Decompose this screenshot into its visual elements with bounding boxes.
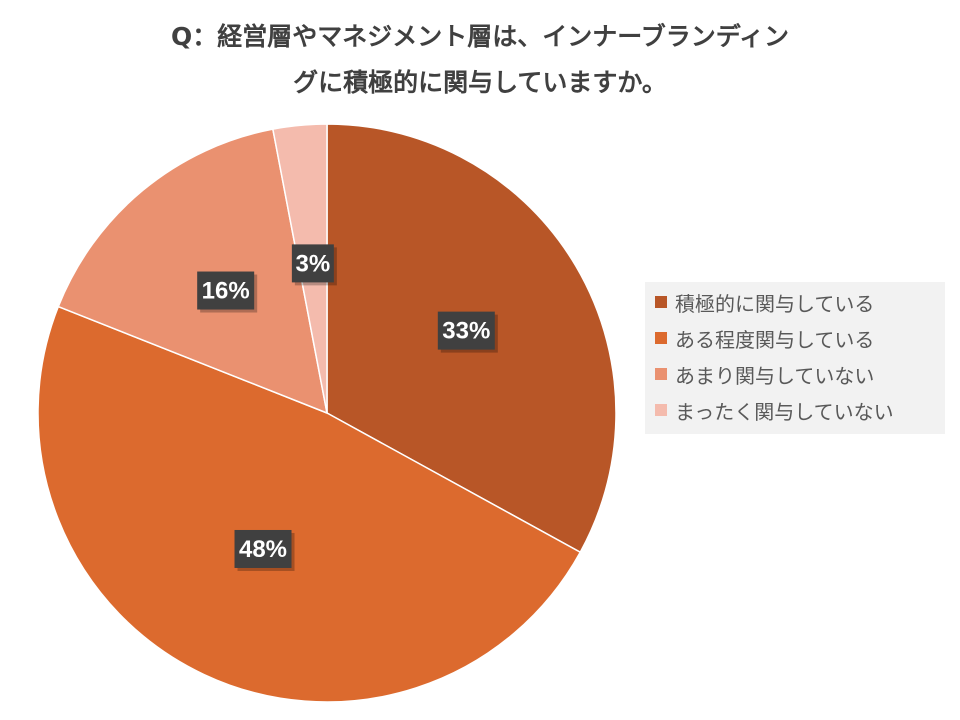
chart-title-line-2: グに積極的に関与していますか。 xyxy=(293,68,667,97)
pie-slices xyxy=(37,123,617,703)
pie-slice-not-much xyxy=(57,128,328,415)
data-label-text-active: 33% xyxy=(442,318,490,345)
data-label-text-somewhat: 48% xyxy=(239,536,287,563)
chart-legend: 積極的に関与している ある程度関与している あまり関与していない まったく関与し… xyxy=(645,282,945,434)
legend-swatch-not-much xyxy=(655,368,667,380)
data-label-text-not-at-all: 3% xyxy=(296,250,331,277)
legend-swatch-somewhat xyxy=(655,332,667,344)
chart-title-line-1: Q：経営層やマネジメント層は、インナーブランディン xyxy=(170,22,789,51)
legend-item-somewhat: ある程度関与している xyxy=(655,322,874,354)
legend-label-active: 積極的に関与している xyxy=(675,291,875,316)
legend-swatch-active xyxy=(655,296,667,308)
legend-label-not-at-all: まったく関与していない xyxy=(675,399,894,424)
data-label-active: 33% xyxy=(437,311,498,353)
data-label-text-not-much: 16% xyxy=(202,278,250,305)
legend-label-somewhat: ある程度関与している xyxy=(675,327,875,352)
legend-swatch-not-at-all xyxy=(655,404,667,416)
data-label-somewhat: 48% xyxy=(234,529,295,571)
pie-data-labels: 33% 48% 16% 3% xyxy=(197,244,498,571)
chart-title: Q：経営層やマネジメント層は、インナーブランディン グに積極的に関与していますか… xyxy=(0,14,960,106)
pie-slice-somewhat xyxy=(37,305,582,703)
data-label-not-at-all: 3% xyxy=(291,244,337,286)
legend-item-not-at-all: まったく関与していない xyxy=(655,394,894,426)
legend-label-not-much: あまり関与していない xyxy=(675,363,875,388)
legend-item-not-much: あまり関与していない xyxy=(655,358,874,390)
legend-item-active: 積極的に関与している xyxy=(655,286,874,318)
data-label-not-much: 16% xyxy=(197,271,258,313)
